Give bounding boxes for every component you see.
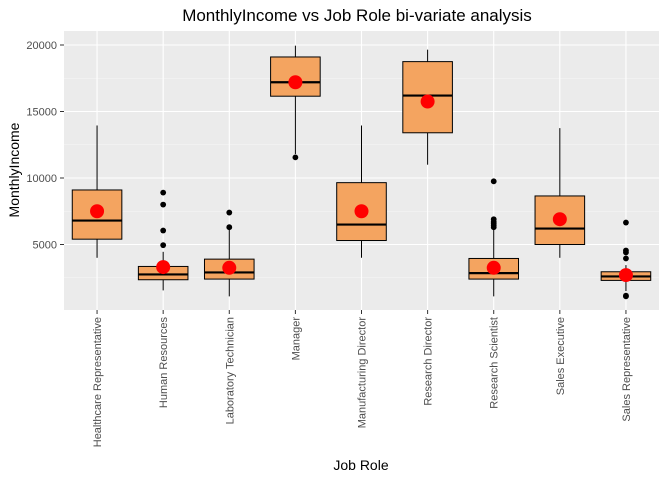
x-tick-label: Healthcare Representative [92, 317, 104, 447]
outlier-point [160, 227, 167, 234]
outlier-point [226, 209, 233, 216]
box-group [534, 128, 586, 258]
x-tick-label: Manager [290, 317, 302, 361]
outlier-point [490, 178, 497, 185]
outlier-point [160, 201, 167, 208]
outlier-point [623, 292, 629, 299]
outlier-point [623, 219, 629, 226]
box-group [468, 178, 520, 297]
x-tick-label: Laboratory Technician [224, 317, 236, 424]
outlier-point [292, 154, 299, 161]
outlier-point [160, 242, 167, 249]
box-marks [71, 45, 652, 300]
mean-point [288, 75, 303, 90]
box-group [71, 125, 123, 258]
mean-point [420, 94, 435, 109]
x-tick-label: Sales Representative [621, 317, 633, 422]
x-axis-title: Job Role [333, 457, 388, 473]
outlier-point [623, 247, 629, 254]
y-tick-label: 5000 [33, 240, 57, 252]
mean-point [90, 204, 105, 219]
x-tick-label: Human Resources [158, 317, 170, 409]
y-tick-label: 10000 [26, 173, 57, 185]
mean-point [486, 260, 501, 275]
y-axis: 5000 10000 15000 20000 [26, 40, 64, 252]
y-tick-label: 20000 [26, 40, 57, 52]
mean-point [552, 212, 567, 227]
box-group [600, 219, 652, 300]
box-group [137, 189, 189, 291]
x-tick-label: Sales Executive [555, 317, 567, 395]
box-group [402, 49, 453, 165]
box-iqr [270, 56, 321, 97]
mean-point [618, 268, 633, 283]
x-tick-label: Research Director [423, 317, 435, 406]
outlier-point [160, 189, 167, 196]
y-axis-title: MonthlyIncome [6, 122, 22, 217]
box-group [270, 45, 321, 161]
mean-point [222, 260, 237, 275]
y-tick-label: 15000 [26, 107, 57, 119]
mean-point [354, 204, 369, 219]
outlier-point [226, 224, 233, 231]
x-tick-label: Manufacturing Director [357, 317, 369, 429]
x-tick-label: Research Scientist [489, 317, 501, 409]
outlier-point [490, 216, 497, 223]
chart-title: MonthlyIncome vs Job Role bi-variate ana… [182, 6, 532, 25]
box-group [336, 125, 387, 258]
x-axis: Healthcare Representative Human Resources… [92, 310, 633, 447]
mean-point [156, 260, 171, 275]
box-group [203, 209, 255, 297]
outlier-point [623, 255, 629, 262]
